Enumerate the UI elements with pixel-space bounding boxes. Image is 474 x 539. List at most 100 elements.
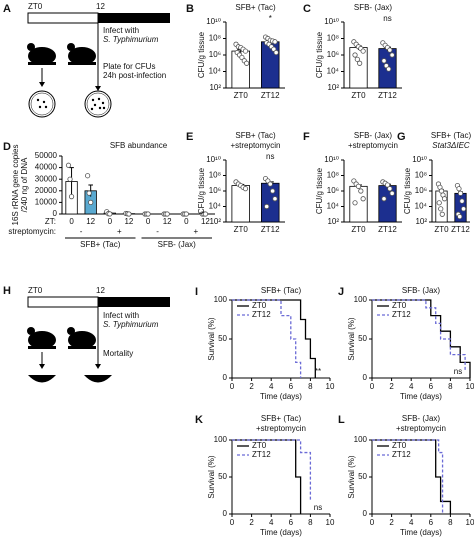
x-tick-label: 12 bbox=[163, 217, 172, 226]
data-point bbox=[381, 58, 387, 64]
x-axis-label: Time (days) bbox=[260, 528, 302, 537]
chart-title: SFB+ (Tac) bbox=[235, 131, 276, 140]
y-tick-label: 10² bbox=[209, 83, 221, 92]
x-tick-label: 2 bbox=[249, 382, 254, 391]
y-axis-label: CFU/g tissue bbox=[315, 31, 324, 78]
x-tick-label: 8 bbox=[448, 518, 453, 527]
y-tick-label: 10⁶ bbox=[209, 50, 221, 59]
bar bbox=[378, 185, 397, 223]
y-axis-label: CFU/g tissue bbox=[197, 31, 206, 78]
data-point bbox=[88, 199, 94, 205]
y-tick-label: 50 bbox=[358, 334, 367, 343]
panel-label: D bbox=[3, 141, 11, 153]
y-axis-label: CFU/g tissue bbox=[315, 167, 324, 214]
y-tick-label: 10⁸ bbox=[209, 171, 221, 180]
data-point bbox=[457, 213, 463, 220]
y-tick-label: 40000 bbox=[35, 163, 58, 172]
legend-label: ZT0 bbox=[392, 441, 407, 450]
x-tick-label: 0 bbox=[108, 217, 113, 226]
x-tick-label: 8 bbox=[308, 382, 313, 391]
survival-curve bbox=[372, 299, 471, 378]
y-axis-label: /240 ng of DNA bbox=[20, 157, 29, 212]
x-tick-label: 0 bbox=[69, 217, 74, 226]
chart-subtitle: +streptomycin bbox=[256, 424, 306, 433]
panel-label: L bbox=[338, 414, 345, 426]
data-point bbox=[272, 39, 278, 45]
mouse bbox=[27, 43, 56, 65]
light-phase bbox=[27, 296, 99, 308]
data-point bbox=[357, 60, 363, 66]
chart-title: SFB- (Jax) bbox=[354, 131, 393, 140]
data-point bbox=[164, 211, 170, 217]
bar bbox=[260, 182, 280, 223]
x-tick-label: 4 bbox=[409, 518, 414, 527]
panel-label: C bbox=[303, 3, 311, 15]
data-point bbox=[355, 183, 362, 189]
dark-phase bbox=[98, 13, 170, 23]
x-tick-label: 10 bbox=[326, 382, 335, 391]
chart-subtitle: +streptomycin bbox=[348, 141, 398, 150]
significance: * bbox=[269, 14, 272, 23]
data-point bbox=[242, 186, 249, 192]
panel-label: G bbox=[397, 131, 406, 143]
data-point bbox=[145, 211, 151, 217]
petri-dish bbox=[84, 90, 112, 118]
x-tick-label: ZT12 bbox=[378, 225, 397, 234]
row-label: ZT: bbox=[45, 217, 56, 226]
y-axis-label: 16S rRNA gene copies bbox=[11, 145, 20, 226]
chart-title: SFB+ (Tac) bbox=[261, 286, 302, 295]
x-tick-label: 0 bbox=[146, 217, 151, 226]
data-point bbox=[389, 52, 395, 58]
chart-title: SFB- (Jax) bbox=[402, 414, 441, 423]
timeline-switch: 12 bbox=[96, 2, 105, 11]
chart-subtitle: +streptomycin bbox=[230, 141, 280, 150]
x-tick-label: 4 bbox=[269, 382, 274, 391]
data-point bbox=[86, 190, 92, 196]
y-axis-label: Survival (%) bbox=[207, 455, 216, 498]
data-point bbox=[387, 47, 393, 53]
data-point bbox=[352, 200, 358, 206]
data-point bbox=[352, 52, 358, 58]
chart-title: SFB+ (Tac) bbox=[261, 414, 302, 423]
x-tick-label: 2 bbox=[389, 518, 394, 527]
x-tick-label: 12 bbox=[124, 217, 133, 226]
chart-title: SFB- (Jax) bbox=[402, 286, 441, 295]
data-point bbox=[438, 206, 444, 212]
data-point bbox=[107, 211, 113, 217]
mouse bbox=[27, 327, 56, 349]
arrow-head bbox=[95, 364, 101, 369]
y-tick-label: 100 bbox=[214, 435, 228, 444]
diagram-a: A ZT0 12 Infect with S. Typhimurium Plat… bbox=[3, 2, 170, 118]
data-point bbox=[360, 196, 366, 202]
x-tick-label: 0 bbox=[370, 518, 375, 527]
significance: ns bbox=[266, 152, 274, 161]
data-point bbox=[360, 48, 366, 54]
y-tick-label: 10¹⁰ bbox=[206, 155, 221, 164]
step-note: Mortality bbox=[103, 349, 133, 358]
arrow-head bbox=[95, 86, 101, 91]
x-tick-label: 12 bbox=[201, 217, 210, 226]
panel-label: K bbox=[195, 414, 203, 426]
y-tick-label: 10⁴ bbox=[209, 67, 222, 76]
y-tick-label: 10¹⁰ bbox=[206, 17, 221, 26]
data-point bbox=[389, 190, 395, 196]
y-tick-label: 10000 bbox=[35, 198, 58, 207]
panel-label: J bbox=[338, 286, 344, 298]
group-label: SFB- (Jax) bbox=[158, 240, 197, 249]
timeline-start: ZT0 bbox=[28, 2, 43, 11]
panel-label: I bbox=[195, 286, 198, 298]
y-tick-label: 10² bbox=[415, 217, 427, 226]
x-tick-label: 6 bbox=[429, 518, 434, 527]
x-tick-label: ZT0 bbox=[351, 91, 366, 100]
data-point bbox=[459, 198, 465, 204]
arrow-head bbox=[39, 82, 45, 87]
timeline-start: ZT0 bbox=[28, 286, 43, 295]
data-point bbox=[460, 206, 467, 212]
x-tick-label: ZT12 bbox=[261, 91, 280, 100]
mouse bbox=[67, 327, 96, 349]
y-tick-label: 10⁶ bbox=[415, 186, 427, 195]
panel-label: B bbox=[186, 3, 194, 15]
timeline-switch: 12 bbox=[96, 286, 105, 295]
y-tick-label: 10⁴ bbox=[415, 202, 428, 211]
